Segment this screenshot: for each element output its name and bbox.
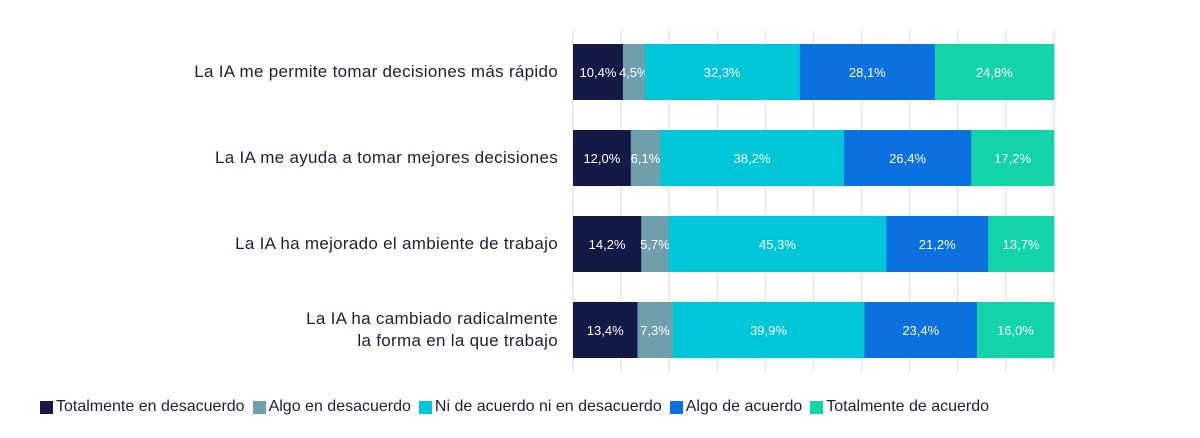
legend-swatch (40, 400, 53, 414)
legend-swatch (418, 400, 432, 414)
data-label: 39,9% (750, 323, 787, 338)
data-label: 12,0% (583, 151, 620, 166)
category-label: La IA ha cambiado radicalmente la forma e… (306, 308, 558, 352)
legend-item: Algo de acuerdo (669, 398, 803, 416)
bar-segment (630, 130, 661, 186)
legend-swatch (810, 400, 824, 414)
bar-segment (799, 44, 936, 100)
data-label: 6,1% (631, 151, 661, 166)
bar-segment (977, 302, 1055, 358)
data-label: 13,4% (587, 323, 624, 338)
data-label: 17,2% (994, 151, 1031, 166)
bar-segment (971, 130, 1055, 186)
bar-segment (672, 302, 865, 358)
data-label: 24,8% (976, 65, 1013, 80)
bar-segment (573, 130, 632, 186)
category-label-line: la forma en la que trabajo (357, 331, 558, 350)
data-label: 13,7% (1003, 237, 1040, 252)
legend-item: Ni de acuerdo ni en desacuerdo (418, 398, 662, 416)
category-label-line: La IA me ayuda a tomar mejores decisione… (214, 148, 558, 167)
data-label: 32,3% (704, 65, 741, 80)
bar-segment (573, 44, 624, 100)
bar-segment (641, 216, 669, 272)
legend-label: Totalmente de acuerdo (826, 398, 990, 415)
category-label: La IA me permite tomar decisiones más rá… (194, 61, 558, 83)
bar-segment (622, 44, 645, 100)
category-label-line: La IA ha cambiado radicalmente (306, 309, 558, 328)
bar-segment (660, 130, 845, 186)
data-label: 4,5% (619, 65, 649, 80)
data-label: 21,2% (919, 237, 956, 252)
legend-item: Totalmente de acuerdo (810, 398, 989, 416)
category-label: La IA ha mejorado el ambiente de trabajo (235, 233, 558, 255)
bar-segment (864, 302, 978, 358)
legend-swatch (669, 400, 683, 414)
data-label: 28,1% (849, 65, 886, 80)
bar-segment (668, 216, 887, 272)
data-label: 14,2% (589, 237, 626, 252)
data-label: 45,3% (759, 237, 796, 252)
bar-segment (573, 302, 638, 358)
legend: Totalmente en desacuerdo Algo en desacuer… (40, 398, 989, 416)
category-label: La IA me ayuda a tomar mejores decisione… (215, 147, 558, 169)
bar-segment (644, 44, 801, 100)
data-label: 16,0% (997, 323, 1034, 338)
legend-label: Totalmente en desacuerdo (56, 398, 245, 415)
data-label: 10,4% (580, 65, 617, 80)
data-label: 38,2% (734, 151, 771, 166)
legend-item: Totalmente en desacuerdo (40, 398, 245, 416)
bar-segment (934, 44, 1055, 100)
data-label: 26,4% (889, 151, 926, 166)
data-label: 7,3% (640, 323, 670, 338)
data-label: 5,7% (640, 237, 670, 252)
legend-label: Ni de acuerdo ni en desacuerdo (434, 398, 662, 415)
bar-segment (886, 216, 989, 272)
category-label-line: La IA me permite tomar decisiones más rá… (194, 62, 558, 81)
data-label: 23,4% (902, 323, 939, 338)
bar-segment (988, 216, 1055, 272)
bar-segment (844, 130, 972, 186)
legend-swatch (252, 400, 266, 414)
bar-segment (637, 302, 673, 358)
legend-label: Algo de acuerdo (685, 398, 803, 415)
category-label-line: La IA ha mejorado el ambiente de trabajo (235, 234, 558, 253)
legend-item: Algo en desacuerdo (252, 398, 411, 416)
legend-label: Algo en desacuerdo (268, 398, 411, 415)
bar-segment (573, 216, 642, 272)
